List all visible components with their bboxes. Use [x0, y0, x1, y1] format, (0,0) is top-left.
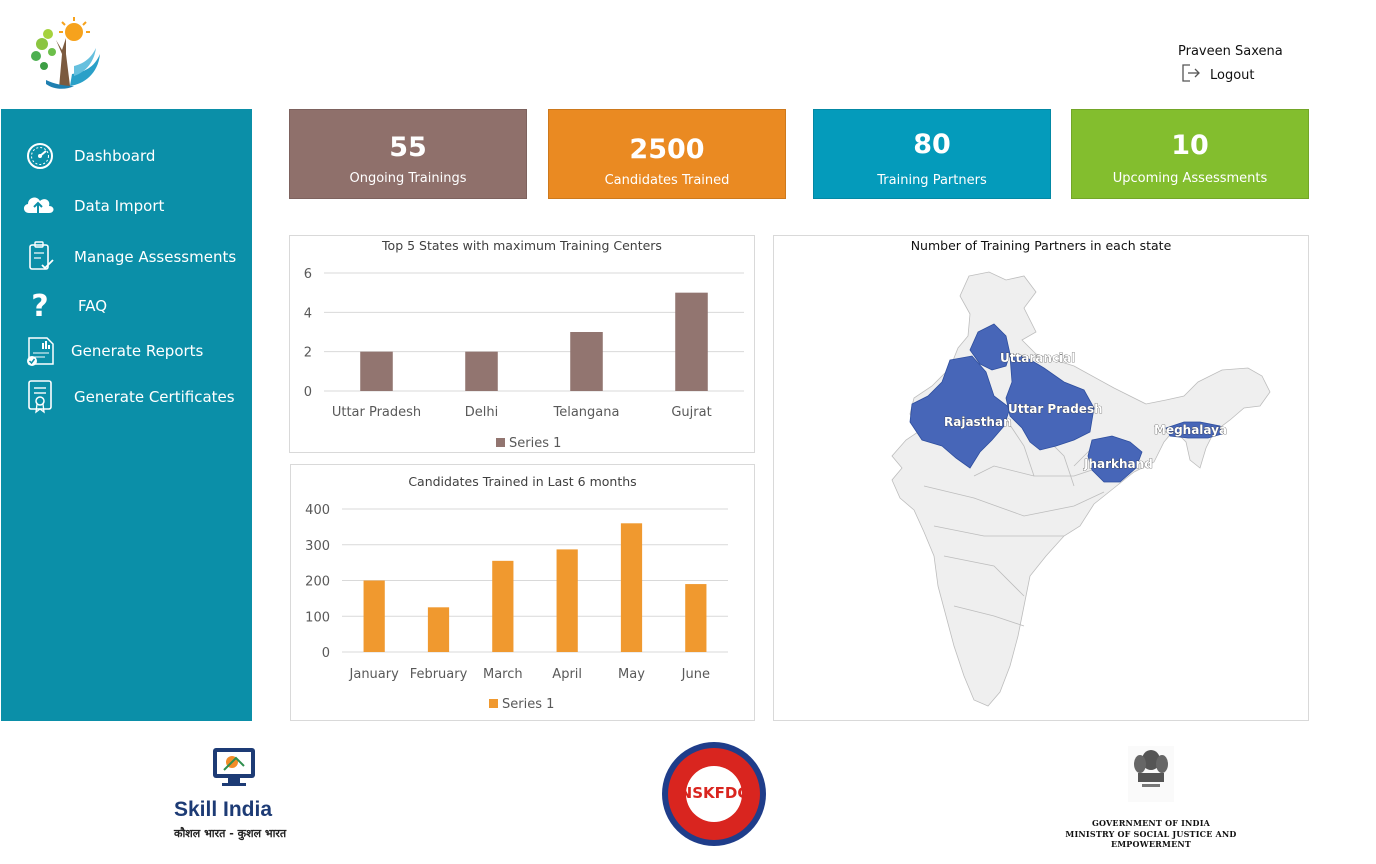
map-label-uttarancial: Uttarancial: [1000, 351, 1075, 365]
logout-label: Logout: [1210, 67, 1255, 83]
stat-value: 10: [1171, 130, 1209, 161]
bar[interactable]: [620, 523, 643, 652]
app-logo: [26, 14, 104, 92]
stat-value: 55: [389, 132, 427, 163]
sidebar-item-label: Generate Certificates: [74, 388, 235, 406]
bar[interactable]: [570, 332, 603, 391]
legend-label: Series 1: [509, 436, 561, 451]
question-mark-icon: ?: [31, 288, 49, 324]
stat-card-ongoing-trainings[interactable]: 55 Ongoing Trainings: [289, 109, 527, 199]
stat-card-upcoming-assessments[interactable]: 10 Upcoming Assessments: [1071, 109, 1309, 199]
x-tick-label: March: [483, 667, 523, 682]
x-tick-label: Delhi: [465, 405, 498, 420]
x-tick-label: Gujrat: [671, 405, 711, 420]
x-tick-label: May: [618, 667, 645, 682]
goi-emblem: GOVERNMENT OF INDIA MINISTRY OF SOCIAL J…: [1060, 740, 1242, 852]
sidebar-item-manage-assessments[interactable]: Manage Assessments: [1, 237, 252, 277]
map-state-meghalaya: [1165, 421, 1223, 439]
certificate-icon: [21, 379, 59, 415]
chart-top-states-svg: 0 2 4 6 Uttar Pradesh Delhi Telangana Gujrat Ser…: [304, 267, 744, 451]
map-label-uttar-pradesh: Uttar Pradesh: [1008, 402, 1103, 416]
logout-button[interactable]: Logout: [1180, 63, 1255, 87]
map-label-jharkhand: Jharkhand: [1083, 457, 1153, 471]
bar[interactable]: [492, 560, 514, 652]
y-tick-label: 100: [305, 610, 330, 625]
bar[interactable]: [363, 580, 385, 653]
y-tick-label: 4: [304, 306, 312, 321]
bar[interactable]: [556, 549, 578, 652]
y-tick-label: 400: [305, 503, 330, 518]
x-tick-label: April: [552, 667, 582, 682]
x-tick-label: Telangana: [553, 405, 620, 420]
sidebar-item-label: Dashboard: [74, 147, 156, 165]
map-title: Number of Training Partners in each stat…: [910, 238, 1172, 253]
india-map: Uttarancial Rajasthan Uttar Pradesh Jhar…: [891, 271, 1271, 707]
y-tick-label: 300: [305, 539, 330, 554]
stat-card-training-partners[interactable]: 80 Training Partners: [813, 109, 1051, 199]
user-name: Praveen Saxena: [1178, 44, 1283, 59]
stat-label: Ongoing Trainings: [349, 171, 467, 186]
map-label-meghalaya: Meghalaya: [1154, 423, 1227, 437]
nskfdc-text: NSKFDC: [679, 784, 749, 802]
goi-line-1: GOVERNMENT OF INDIA: [1091, 818, 1211, 828]
legend-swatch: [489, 699, 498, 708]
sidebar: Dashboard Data Import Manage Assessments…: [1, 109, 252, 721]
y-tick-label: 0: [304, 385, 312, 400]
sidebar-item-generate-certificates[interactable]: Generate Certificates: [1, 377, 252, 417]
nskfdc-logo: NSKFDC: [658, 740, 770, 848]
bar[interactable]: [675, 292, 708, 391]
map-label-rajasthan: Rajasthan: [944, 415, 1012, 429]
stat-label: Training Partners: [877, 173, 987, 188]
stat-value: 2500: [629, 134, 705, 165]
stat-value: 80: [913, 129, 951, 160]
bar[interactable]: [465, 351, 498, 391]
sidebar-item-data-import[interactable]: Data Import: [1, 186, 252, 226]
sidebar-item-label: FAQ: [78, 297, 108, 315]
report-icon: [21, 333, 59, 369]
stat-label: Upcoming Assessments: [1112, 171, 1268, 186]
skill-india-logo: Skill India कौशल भारत - कुशल भारत: [170, 744, 302, 844]
sidebar-item-label: Data Import: [74, 197, 165, 215]
legend-swatch: [496, 438, 505, 447]
y-tick-label: 6: [304, 267, 312, 282]
sidebar-item-dashboard[interactable]: Dashboard: [1, 136, 252, 176]
map-country-outline: [891, 271, 1271, 707]
y-tick-label: 2: [304, 346, 312, 361]
cloud-upload-icon: [19, 188, 57, 224]
y-tick-label: 200: [305, 575, 330, 590]
sidebar-item-label: Generate Reports: [71, 342, 204, 360]
goi-line-2: MINISTRY OF SOCIAL JUSTICE AND: [1065, 829, 1237, 839]
bar[interactable]: [360, 351, 393, 391]
chart-candidates-trained-svg: 0 100 200 300 400 January February March April Ma…: [305, 503, 728, 712]
map-state-uttar-pradesh: [1005, 355, 1095, 451]
x-tick-label: January: [349, 667, 400, 682]
goi-line-3: EMPOWERMENT: [1110, 839, 1192, 849]
bar[interactable]: [427, 607, 450, 652]
bar[interactable]: [685, 584, 707, 652]
chart-title: Top 5 States with maximum Training Cente…: [382, 238, 662, 253]
chart-top-states: Top 5 States with maximum Training Cente…: [289, 235, 755, 453]
sidebar-item-label: Manage Assessments: [74, 248, 237, 266]
map-state-uttaranchal: [969, 323, 1011, 371]
map-state-rajasthan: [909, 355, 1011, 469]
sidebar-item-faq[interactable]: ? FAQ: [1, 286, 252, 326]
chart-title: Candidates Trained in Last 6 months: [408, 474, 637, 489]
chart-candidates-trained: Candidates Trained in Last 6 months 0 100…: [290, 464, 755, 721]
map-training-partners: Number of Training Partners in each stat…: [773, 235, 1309, 721]
stat-card-candidates-trained[interactable]: 2500 Candidates Trained: [548, 109, 786, 199]
y-tick-label: 0: [322, 646, 330, 661]
map-state-jharkhand: [1087, 435, 1143, 483]
clipboard-check-icon: [21, 239, 59, 275]
skill-india-tagline: कौशल भारत - कुशल भारत: [174, 827, 287, 840]
x-tick-label: June: [681, 667, 710, 682]
x-tick-label: February: [410, 667, 468, 682]
stat-label: Candidates Trained: [604, 173, 730, 188]
skill-india-title: Skill India: [174, 798, 273, 821]
sidebar-item-generate-reports[interactable]: Generate Reports: [1, 331, 252, 371]
logout-icon: [1180, 63, 1202, 87]
legend-label: Series 1: [502, 697, 554, 712]
speedometer-icon: [21, 138, 59, 174]
x-tick-label: Uttar Pradesh: [332, 405, 421, 420]
